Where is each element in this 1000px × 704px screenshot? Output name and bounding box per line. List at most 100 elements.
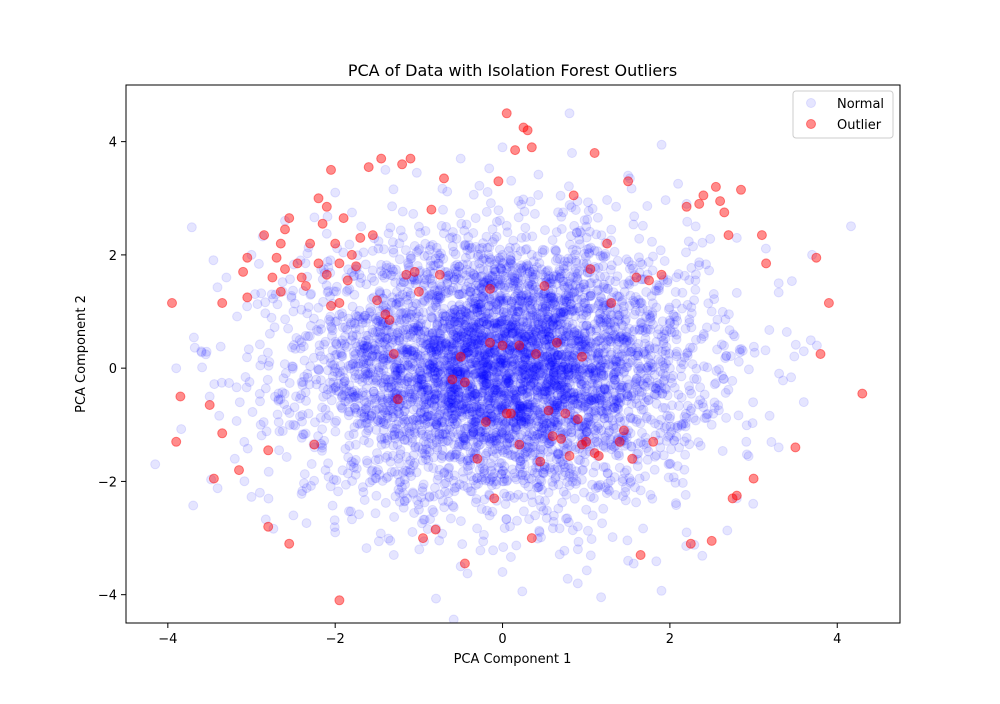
normal-point (517, 360, 528, 370)
normal-point (395, 225, 406, 236)
normal-point (459, 240, 470, 251)
normal-point (743, 451, 754, 462)
normal-point (439, 316, 450, 327)
normal-point (560, 356, 571, 367)
normal-point (572, 388, 583, 399)
normal-point (231, 416, 242, 426)
normal-point (315, 412, 326, 423)
normal-point (473, 352, 484, 363)
normal-point (636, 387, 647, 398)
normal-point (511, 540, 522, 551)
normal-point (351, 311, 362, 322)
normal-point (443, 407, 454, 417)
normal-point (704, 265, 715, 276)
normal-point (386, 382, 397, 393)
normal-point (491, 432, 502, 443)
normal-point (666, 444, 677, 455)
normal-point (470, 394, 481, 405)
normal-point (573, 454, 584, 465)
normal-point (642, 411, 652, 422)
normal-point (321, 228, 332, 239)
normal-point (354, 509, 364, 520)
normal-point (413, 442, 424, 452)
normal-point (574, 443, 585, 454)
normal-point (525, 379, 536, 390)
normal-point (639, 348, 650, 359)
normal-point (379, 382, 389, 393)
normal-point (721, 412, 732, 423)
normal-point (499, 327, 510, 338)
normal-point (686, 322, 697, 333)
normal-point (598, 441, 609, 452)
normal-point (457, 439, 468, 450)
normal-point (690, 221, 701, 232)
normal-point (569, 267, 580, 277)
normal-point (438, 429, 449, 440)
normal-point (523, 338, 534, 349)
normal-point (646, 414, 656, 425)
normal-point (702, 362, 713, 373)
normal-point (479, 349, 490, 360)
normal-point (572, 521, 583, 532)
normal-point (451, 266, 461, 277)
normal-point (432, 382, 443, 393)
normal-point (571, 476, 582, 487)
normal-point (313, 365, 324, 376)
normal-point (471, 372, 482, 382)
normal-point (272, 409, 283, 420)
normal-point (387, 354, 398, 364)
normal-point (558, 301, 569, 312)
normal-point (466, 471, 477, 482)
normal-point (413, 245, 424, 256)
normal-point (468, 228, 479, 238)
normal-point (494, 347, 505, 357)
normal-point (537, 433, 547, 444)
normal-point (562, 513, 573, 524)
normal-point (533, 190, 544, 200)
normal-point (378, 425, 389, 435)
normal-point (565, 239, 575, 250)
normal-point (517, 586, 528, 597)
normal-point (568, 394, 579, 405)
normal-point (711, 365, 722, 376)
normal-point (254, 339, 265, 350)
normal-point (633, 350, 644, 361)
normal-point (483, 374, 494, 384)
normal-point (315, 351, 326, 362)
normal-point (432, 442, 443, 453)
normal-point (539, 363, 550, 374)
normal-point (439, 468, 450, 479)
normal-point (634, 473, 645, 484)
normal-point (482, 370, 493, 381)
normal-point (373, 454, 384, 465)
normal-point (382, 432, 393, 443)
normal-point (354, 419, 365, 430)
normal-point (431, 401, 442, 412)
normal-point (554, 273, 565, 284)
normal-point (269, 322, 280, 333)
normal-point (551, 245, 562, 256)
normal-point (418, 514, 429, 525)
normal-point (579, 292, 590, 303)
normal-point (400, 387, 411, 398)
normal-point (434, 428, 445, 439)
normal-point (593, 313, 604, 324)
normal-point (633, 252, 644, 263)
normal-point (774, 368, 785, 379)
normal-point (295, 393, 305, 404)
normal-point (387, 397, 398, 408)
normal-point (632, 454, 643, 465)
normal-point (309, 475, 320, 486)
normal-point (458, 435, 469, 446)
normal-point (300, 428, 311, 439)
normal-point (625, 412, 636, 423)
normal-point (559, 351, 570, 362)
normal-point (208, 255, 219, 266)
normal-point (716, 339, 727, 350)
normal-point (656, 585, 667, 596)
normal-point (680, 421, 691, 432)
normal-point (515, 332, 526, 343)
normal-point (453, 394, 464, 404)
normal-point (300, 387, 311, 398)
normal-point (297, 380, 308, 391)
